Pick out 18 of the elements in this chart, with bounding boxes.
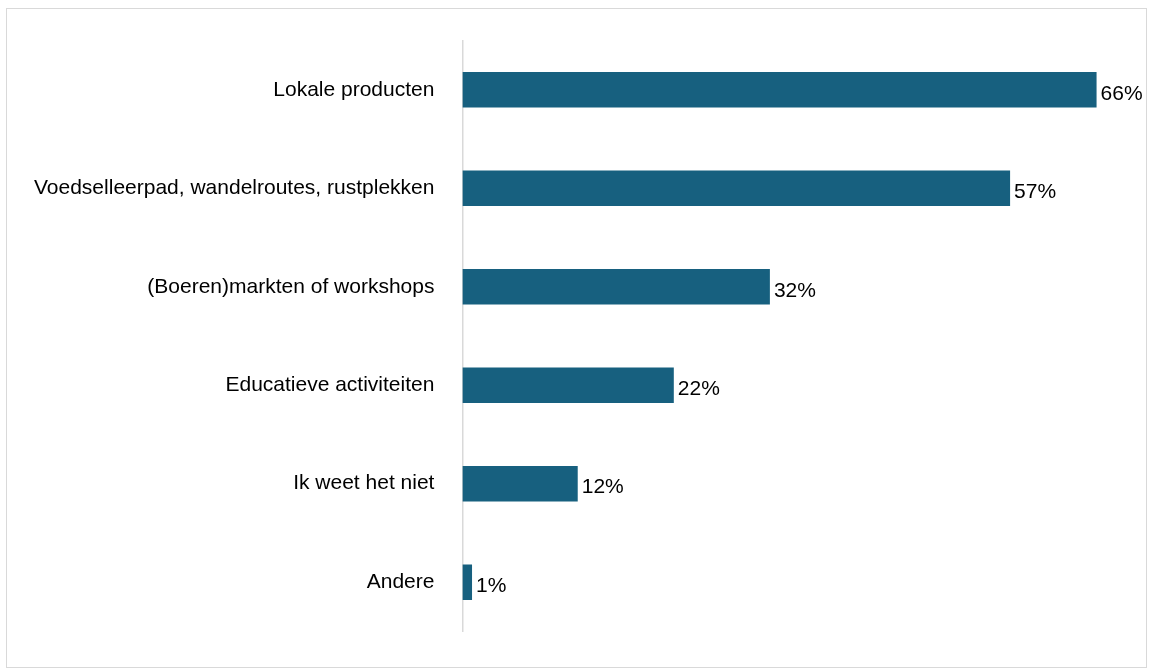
y-tick-label: Andere: [366, 568, 435, 592]
bar: [462, 72, 1097, 108]
data-label: 12%: [581, 474, 624, 498]
y-tick-label: Lokale producten: [273, 76, 435, 100]
data-label: 66%: [1100, 80, 1143, 104]
y-tick-label: Educatieve activiteiten: [225, 372, 435, 396]
bar: [462, 170, 1011, 207]
data-label: 1%: [476, 572, 507, 596]
y-tick-label: (Boeren)markten of workshops: [147, 273, 435, 297]
data-label: 57%: [1014, 179, 1057, 203]
bar: [462, 367, 674, 403]
bar: [462, 564, 473, 600]
bar: [462, 465, 578, 502]
data-label: 32%: [773, 277, 816, 301]
y-tick-label: Voedselleerpad, wandelroutes, rustplekken: [33, 175, 435, 199]
y-tick-label: Ik weet het niet: [293, 470, 435, 494]
bar: [462, 269, 770, 305]
data-label: 22%: [677, 376, 720, 400]
